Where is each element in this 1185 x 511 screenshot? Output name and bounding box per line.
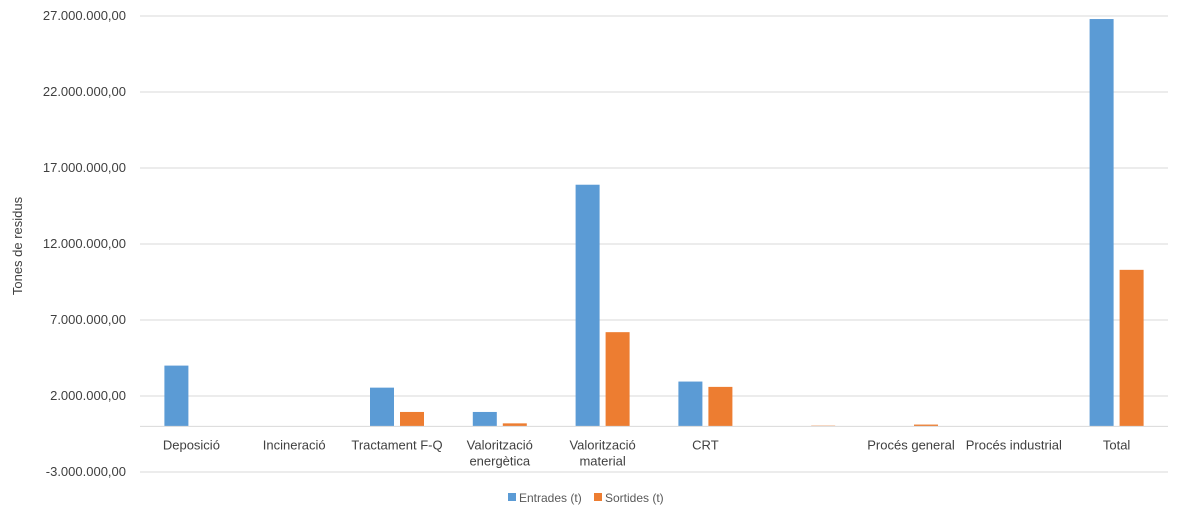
- bar-sortides: [502, 423, 527, 427]
- bar-sortides: [605, 332, 630, 427]
- legend-label-sortides: Sortides (t): [605, 491, 664, 505]
- legend: Entrades (t) Sortides (t): [508, 491, 664, 505]
- x-category-label: material: [579, 453, 625, 468]
- legend-swatch-sortides: [594, 493, 602, 501]
- y-axis-tick-labels: -3.000.000,00 2.000.000,00 7.000.000,00 12.…: [43, 8, 126, 479]
- x-category-label: CRT: [692, 437, 719, 452]
- bar-sortides: [708, 386, 733, 427]
- legend-swatch-entrades: [508, 493, 516, 501]
- y-axis-title: Tones de residus: [10, 196, 25, 295]
- x-category-label: Tractament F-Q: [351, 437, 442, 452]
- bar-entrades: [164, 365, 189, 427]
- y-tick-label: 22.000.000,00: [43, 84, 126, 99]
- x-category-label: Valorització: [467, 437, 533, 452]
- bars: [164, 19, 1144, 427]
- x-category-label: Procés general: [867, 437, 955, 452]
- y-tick-label: 7.000.000,00: [50, 312, 126, 327]
- bar-entrades: [678, 381, 703, 427]
- y-tick-label: 27.000.000,00: [43, 8, 126, 23]
- bar-entrades: [370, 387, 394, 427]
- y-tick-label: 2.000.000,00: [50, 388, 126, 403]
- x-category-label: energètica: [469, 453, 530, 468]
- gridlines: [140, 15, 1168, 473]
- x-category-label: Incineració: [263, 437, 326, 452]
- legend-label-entrades: Entrades (t): [519, 491, 582, 505]
- x-category-label: Valorització: [569, 437, 635, 452]
- y-tick-label: -3.000.000,00: [46, 464, 126, 479]
- bar-sortides: [400, 411, 424, 427]
- y-tick-label: 17.000.000,00: [43, 160, 126, 175]
- bar-sortides: [914, 424, 938, 427]
- bar-entrades: [1089, 19, 1114, 427]
- x-category-label: Total: [1103, 437, 1131, 452]
- x-category-label: Procés industrial: [966, 437, 1062, 452]
- bar-entrades: [575, 184, 600, 427]
- x-category-label: Deposició: [163, 437, 220, 452]
- bar-entrades: [472, 411, 497, 427]
- y-tick-label: 12.000.000,00: [43, 236, 126, 251]
- bar-sortides: [1119, 269, 1144, 427]
- x-axis-category-labels: Deposició Incineració Tractament F-Q Valori…: [163, 437, 1131, 468]
